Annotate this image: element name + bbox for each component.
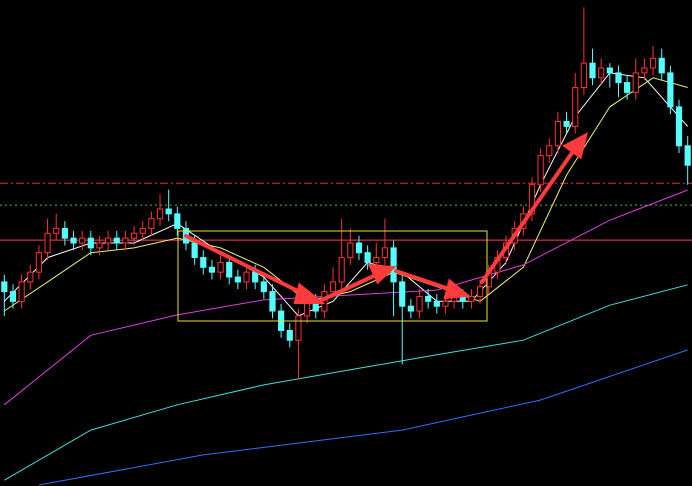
arrow-shaft: [320, 272, 380, 302]
candle-body: [226, 261, 233, 278]
candle-body: [598, 67, 605, 79]
candle-body: [563, 121, 570, 127]
candle-body: [528, 184, 536, 215]
candle-body: [61, 227, 68, 239]
candle-body: [79, 237, 86, 244]
candle-body: [243, 271, 250, 283]
candle-body: [632, 72, 639, 93]
candle-body: [148, 218, 155, 229]
candle-body: [96, 242, 103, 249]
candle-body: [139, 227, 146, 234]
candle-body: [269, 291, 276, 312]
candle-body: [9, 291, 17, 302]
candle-body: [425, 295, 432, 302]
candle-body: [381, 247, 389, 259]
candle-body: [122, 237, 129, 244]
candle-body: [295, 315, 302, 341]
candle-body: [130, 232, 138, 239]
arrow-shaft: [480, 148, 576, 284]
candle-body: [70, 237, 77, 244]
candle-body: [338, 257, 345, 283]
candle-body: [580, 62, 587, 88]
candle-body: [286, 329, 293, 341]
candle-body: [156, 208, 164, 220]
candle-body: [390, 247, 397, 283]
candle-body: [355, 242, 363, 254]
candle-body: [105, 237, 112, 244]
candle-body: [217, 261, 224, 273]
candle-body: [260, 281, 267, 293]
annotations: [177, 132, 589, 322]
candle-body: [649, 57, 657, 69]
indicator-line: [3, 189, 688, 406]
candle-body: [329, 281, 337, 293]
candle-body: [174, 213, 181, 229]
candle-body: [684, 145, 691, 166]
candle-body: [433, 300, 440, 307]
candle-body: [200, 257, 207, 268]
candle-body: [589, 62, 596, 79]
candle-body: [407, 305, 414, 312]
candle-body: [252, 271, 259, 283]
candle-body: [468, 295, 475, 302]
candle-body: [373, 257, 380, 263]
candle-body: [234, 276, 241, 283]
candle-body: [641, 67, 648, 74]
arrow-head: [443, 278, 472, 300]
candle-body: [27, 271, 34, 283]
candle-body: [606, 67, 613, 74]
candle-body: [1, 281, 8, 293]
candle-body: [572, 86, 579, 127]
candle-body: [554, 121, 562, 147]
arrow-shaft: [184, 234, 308, 297]
arrow-head: [367, 263, 397, 285]
candle-body: [35, 252, 43, 273]
candle-body: [416, 295, 423, 312]
candle-body: [442, 300, 449, 307]
arrow-head: [562, 132, 589, 160]
candle-body: [364, 252, 371, 263]
indicator-line: [4, 284, 688, 481]
candle-body: [53, 227, 60, 234]
candle-body: [546, 145, 553, 157]
candle-body: [18, 281, 25, 302]
candle-body: [165, 208, 172, 215]
candle-body: [347, 242, 354, 259]
candle-body: [44, 232, 51, 254]
candle-body: [191, 242, 198, 259]
arrow-shaft: [394, 269, 454, 292]
candle-body: [87, 237, 94, 249]
candle-body: [667, 72, 674, 108]
trend-arrows: [184, 132, 589, 304]
candle-body: [208, 266, 216, 273]
arrow-head: [293, 282, 326, 304]
candle-body: [537, 155, 544, 186]
candle-body: [624, 82, 631, 93]
candle-body: [113, 237, 120, 244]
candle-body: [476, 286, 484, 297]
candle-body: [399, 281, 406, 307]
candle-body: [675, 106, 683, 147]
indicator-line: [38, 349, 688, 486]
candle-body: [615, 72, 622, 84]
candle-body: [658, 57, 665, 74]
